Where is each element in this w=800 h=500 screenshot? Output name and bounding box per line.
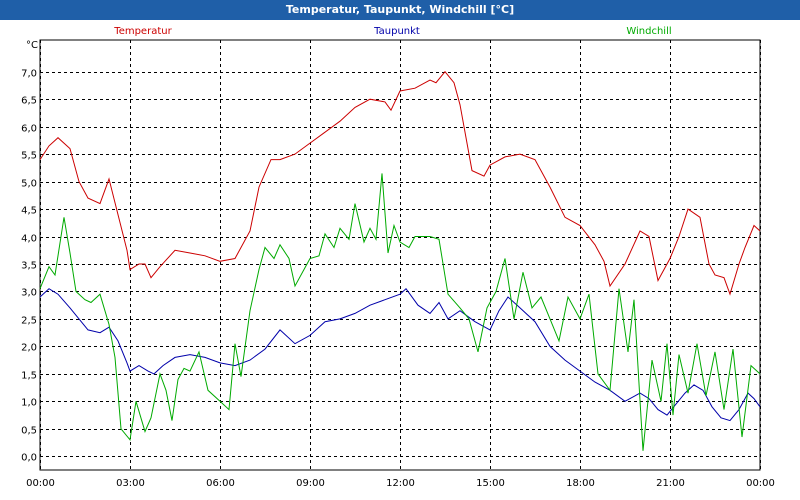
y-tick-label: 6,0 <box>21 124 37 135</box>
x-tick-time-label: 21:00 <box>656 478 685 489</box>
x-tick-time-label: 18:00 <box>566 478 595 489</box>
x-tick-time-label: 09:00 <box>296 478 325 489</box>
y-tick-label: 5,5 <box>21 151 37 162</box>
x-tick-time-label: 12:00 <box>386 478 415 489</box>
y-tick-label: 5,0 <box>21 179 37 190</box>
x-tick-time-label: 06:00 <box>206 478 235 489</box>
y-tick-label: 3,5 <box>21 261 37 272</box>
y-tick-label: 1,5 <box>21 371 37 382</box>
window-title: Temperatur, Taupunkt, Windchill [°C] <box>0 0 800 20</box>
series-lines <box>39 70 761 451</box>
x-tick-time-label: 15:00 <box>476 478 505 489</box>
x-tick-time-label: 00:00 <box>746 478 775 489</box>
y-tick-label: 2,5 <box>21 316 37 327</box>
x-tick-time-label: 00:00 <box>26 478 55 489</box>
y-tick-label: 6,5 <box>21 96 37 107</box>
y-tick-label: 7,0 <box>21 69 37 80</box>
y-axis-unit-label: °C <box>26 40 38 51</box>
y-tick-label: 0,0 <box>21 453 37 464</box>
legend-entry-temperatur: Temperatur <box>113 26 172 37</box>
y-tick-label: 4,5 <box>21 206 37 217</box>
y-tick-label: 4,0 <box>21 234 37 245</box>
series-line-windchill <box>39 173 761 451</box>
line-chart: 0,0 0,5 1,0 1,5 2,0 2,5 3,0 3,5 4,0 4,5 5,0 5,5 6,0 6… <box>0 20 800 500</box>
series-line-taupunkt <box>39 287 761 422</box>
grid-lines <box>39 39 761 471</box>
y-tick-label: 2,0 <box>21 343 37 354</box>
y-tick-label: 0,5 <box>21 426 37 437</box>
series-line-temperatur <box>39 70 761 296</box>
legend-entry-windchill: Windchill <box>626 26 671 37</box>
x-tick-time-label: 03:00 <box>116 478 145 489</box>
legend-entry-taupunkt: Taupunkt <box>373 26 420 37</box>
legend: Temperatur Taupunkt Windchill <box>113 26 671 37</box>
y-tick-label: 3,0 <box>21 288 37 299</box>
y-tick-label: 1,0 <box>21 398 37 409</box>
y-axis-labels: 0,0 0,5 1,0 1,5 2,0 2,5 3,0 3,5 4,0 4,5 5,0 5,5 6,0 6… <box>21 69 37 464</box>
x-axis-labels: 00:0012.11.1903:0012.11.1906:0012.11.190… <box>26 478 775 489</box>
